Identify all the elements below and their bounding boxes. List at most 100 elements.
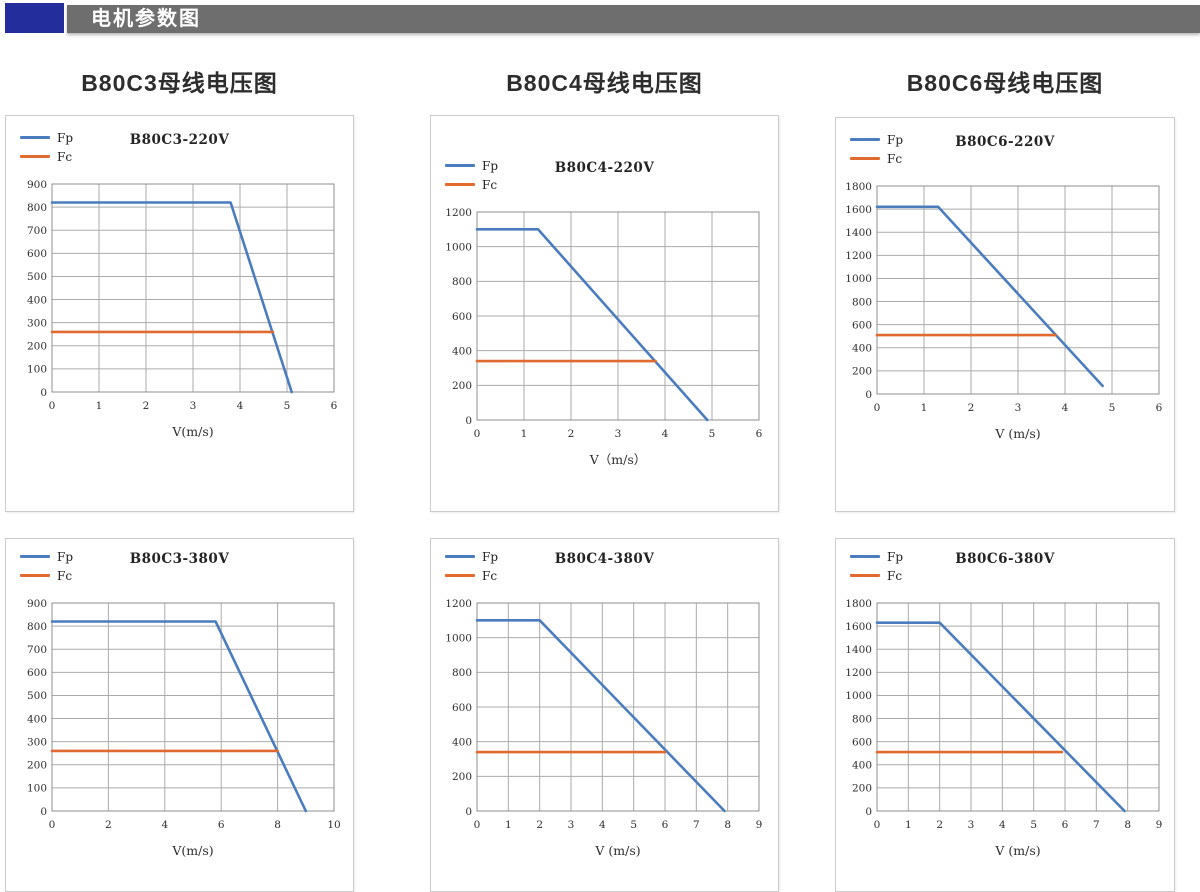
chart-header: Fp Fc B80C6-220V — [836, 128, 1174, 178]
column-title-b80c3: B80C3母线电压图 — [81, 70, 278, 96]
svg-text:800: 800 — [451, 276, 471, 288]
chart-canvas: 0 1 2 3 4 5 6 0 100 200 300 400 500 600 700 800 900 V(m/s… — [26, 179, 337, 439]
svg-text:8: 8 — [274, 819, 281, 831]
chart-legend: Fp Fc — [850, 130, 903, 168]
svg-text:7: 7 — [1093, 819, 1100, 831]
fc-line-sample-icon — [445, 183, 475, 186]
x-axis-label: V（m/s） — [588, 452, 646, 467]
svg-text:0: 0 — [865, 806, 872, 818]
svg-text:1400: 1400 — [845, 644, 872, 656]
chart-panel-b80c6-220v: Fp Fc B80C6-220V 0 1 2 3 4 5 6 0 200 400 600 800 100… — [835, 117, 1175, 512]
series-fp-line — [875, 621, 1126, 813]
svg-text:5: 5 — [708, 428, 715, 440]
svg-text:1800: 1800 — [845, 598, 872, 610]
svg-text:6: 6 — [217, 819, 224, 831]
column-title-b80c6: B80C6母线电压图 — [906, 70, 1104, 96]
plot-frame — [876, 602, 1160, 812]
legend-item-fc: Fc — [850, 566, 903, 585]
legend-item-fc: Fc — [850, 149, 903, 168]
svg-text:4: 4 — [236, 400, 243, 412]
svg-text:1: 1 — [95, 400, 102, 412]
y-grid-and-ticks: 0 100 200 300 400 500 600 700 800 900 — [26, 598, 334, 818]
chart-panel-b80c6-380v: Fp Fc B80C6-380V 0 1 2 3 4 5 6 7 8 9 0 200 400 600 800… — [835, 538, 1175, 892]
chart-header: Fp Fc B80C4-380V — [431, 545, 778, 595]
chart-plot: 0 1 2 3 4 5 6 0 200 400 600 800 1000 1200 1400 1600 1800… — [836, 178, 1174, 446]
plot-frame — [51, 602, 334, 812]
svg-text:8: 8 — [1124, 819, 1131, 831]
svg-text:100: 100 — [26, 783, 46, 795]
svg-text:6: 6 — [755, 428, 762, 440]
svg-text:5: 5 — [630, 819, 637, 831]
chart-panel-b80c3-380v: Fp Fc B80C3-380V 0 2 4 6 8 10 0 100 200 300 400 500… — [5, 538, 354, 892]
fp-line-sample-icon — [20, 555, 50, 558]
svg-text:200: 200 — [852, 366, 872, 378]
svg-text:0: 0 — [874, 402, 881, 414]
chart-panel-b80c4-220v: Fp Fc B80C4-220V 0 1 2 3 4 5 6 0 200 400 600 800 100… — [430, 115, 779, 512]
svg-text:1200: 1200 — [845, 250, 872, 262]
legend-label-fc: Fc — [57, 568, 73, 583]
svg-text:400: 400 — [26, 294, 46, 306]
plot-frame — [476, 602, 759, 812]
svg-text:1: 1 — [504, 819, 511, 831]
legend-label-fc: Fc — [57, 149, 73, 164]
chart-title: B80C3-220V — [129, 132, 230, 148]
svg-text:4: 4 — [598, 819, 605, 831]
svg-text:9: 9 — [755, 819, 762, 831]
svg-text:10: 10 — [327, 819, 340, 831]
svg-text:6: 6 — [1062, 819, 1069, 831]
series-fp-line — [50, 201, 293, 394]
svg-text:1000: 1000 — [445, 241, 472, 253]
svg-text:2: 2 — [968, 402, 975, 414]
svg-text:1: 1 — [905, 819, 912, 831]
fp-line-sample-icon — [850, 555, 880, 558]
legend-label-fp: Fp — [887, 132, 904, 147]
chart-plot: 0 1 2 3 4 5 6 0 100 200 300 400 500 600 700 800 900 V(m/s… — [6, 176, 353, 444]
svg-text:2: 2 — [105, 819, 112, 831]
svg-text:600: 600 — [26, 248, 46, 260]
svg-text:800: 800 — [451, 667, 471, 679]
legend-item-fc: Fc — [20, 147, 73, 166]
svg-text:0: 0 — [473, 428, 480, 440]
svg-text:500: 500 — [26, 690, 46, 702]
chart-canvas: 0 1 2 3 4 5 6 0 200 400 600 800 1000 1200 1400 1600 1800… — [845, 181, 1163, 441]
svg-text:7: 7 — [692, 819, 699, 831]
chart-header: Fp Fc B80C4-220V — [431, 154, 778, 204]
svg-text:9: 9 — [1156, 819, 1163, 831]
svg-text:1800: 1800 — [845, 181, 872, 193]
svg-text:2: 2 — [936, 819, 943, 831]
chart-panel-b80c4-380v: Fp Fc B80C4-380V 0 1 2 3 4 5 6 7 8 9 0 200 400 600 800… — [430, 538, 779, 892]
chart-header: Fp Fc B80C3-380V — [6, 545, 353, 595]
svg-text:6: 6 — [1156, 402, 1163, 414]
svg-text:0: 0 — [40, 387, 47, 399]
fp-line-sample-icon — [445, 555, 475, 558]
chart-plot: 0 2 4 6 8 10 0 100 200 300 400 500 600 700 800 900 V(m/s… — [6, 595, 353, 863]
svg-text:0: 0 — [874, 819, 881, 831]
svg-text:1000: 1000 — [445, 632, 472, 644]
svg-text:1: 1 — [520, 428, 527, 440]
svg-text:400: 400 — [451, 736, 471, 748]
svg-text:200: 200 — [26, 341, 46, 353]
legend-label-fp: Fp — [887, 549, 904, 564]
svg-text:600: 600 — [451, 311, 471, 323]
svg-text:3: 3 — [614, 428, 621, 440]
fc-line-sample-icon — [20, 155, 50, 158]
svg-text:1600: 1600 — [845, 204, 872, 216]
svg-text:1: 1 — [921, 402, 928, 414]
legend-item-fp: Fp — [20, 128, 73, 147]
legend-label-fp: Fp — [57, 549, 74, 564]
svg-text:600: 600 — [26, 667, 46, 679]
svg-text:400: 400 — [852, 760, 872, 772]
svg-text:2: 2 — [142, 400, 149, 412]
svg-text:400: 400 — [852, 343, 872, 355]
fc-line-sample-icon — [850, 574, 880, 577]
legend-item-fc: Fc — [445, 566, 498, 585]
chart-canvas: 0 2 4 6 8 100100200300400500600700800900V(m/s… — [26, 598, 340, 858]
fp-line-sample-icon — [20, 136, 50, 139]
chart-plot: 0 1 2 3 4 5 6 0 200 400 600 800 1000 1200 V（m/s） — [431, 204, 778, 472]
plot-frame — [876, 185, 1160, 395]
svg-text:2: 2 — [536, 819, 543, 831]
x-grid-and-ticks: 0 1 2 3 4 5 6 — [874, 186, 1163, 414]
legend-label-fc: Fc — [482, 177, 498, 192]
chart-header: Fp Fc B80C6-380V — [836, 545, 1174, 595]
fp-line-sample-icon — [445, 164, 475, 167]
